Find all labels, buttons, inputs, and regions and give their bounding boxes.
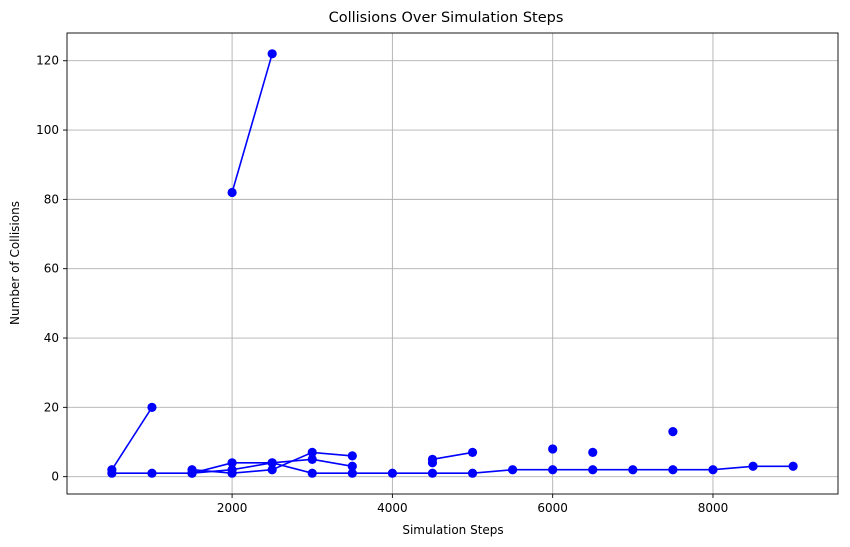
- x-tick-label: 2000: [217, 501, 248, 515]
- x-tick-label: 6000: [537, 501, 568, 515]
- data-point: [227, 187, 237, 198]
- data-point: [668, 427, 678, 437]
- grid: [67, 33, 838, 494]
- data-point: [748, 461, 758, 471]
- data-point: [307, 454, 317, 464]
- y-tick-label: 0: [51, 470, 59, 484]
- data-point: [508, 465, 518, 475]
- plot-frame: [66, 32, 839, 495]
- y-tick-label: 120: [36, 54, 59, 68]
- data-point: [267, 458, 277, 468]
- data-point: [107, 468, 117, 478]
- y-axis-label: Number of Collisions: [8, 201, 22, 325]
- data-point: [187, 468, 197, 478]
- y-tick-label: 80: [44, 192, 59, 206]
- data-point: [467, 468, 478, 478]
- data-series: [227, 49, 277, 198]
- data-point: [628, 465, 638, 475]
- data-point: [227, 465, 237, 475]
- series-line: [231, 53, 273, 193]
- y-tick-label: 40: [44, 331, 59, 345]
- data-point: [548, 465, 558, 475]
- data-point: [347, 451, 357, 461]
- series-line: [111, 461, 794, 475]
- series-group: [107, 49, 798, 478]
- y-ticks: 0 20 40 60 80 100 120: [36, 54, 67, 484]
- data-point: [267, 49, 277, 59]
- chart-title: Collisions Over Simulation Steps: [329, 10, 564, 26]
- data-series: [427, 427, 678, 468]
- x-tick-label: 4000: [377, 501, 408, 515]
- data-point: [708, 465, 718, 475]
- series-line: [432, 451, 473, 461]
- series-line: [111, 406, 153, 471]
- data-point: [347, 461, 357, 471]
- data-point: [347, 468, 357, 478]
- data-point: [387, 468, 397, 478]
- data-point: [427, 468, 438, 478]
- data-point: [147, 468, 157, 478]
- data-point: [147, 402, 157, 412]
- data-point: [267, 465, 277, 475]
- y-tick-label: 60: [44, 262, 59, 276]
- data-point: [307, 468, 317, 478]
- x-axis-label: Simulation Steps: [402, 523, 503, 537]
- data-point: [588, 465, 598, 475]
- data-point: [427, 458, 438, 468]
- data-point: [588, 447, 598, 458]
- data-point: [668, 465, 678, 475]
- x-ticks: 2000 4000 6000 8000: [217, 494, 728, 515]
- y-tick-label: 100: [36, 123, 59, 137]
- data-point: [548, 444, 558, 454]
- data-point: [467, 447, 478, 458]
- data-point: [307, 447, 317, 458]
- y-tick-label: 20: [44, 400, 59, 414]
- x-tick-label: 8000: [698, 501, 729, 515]
- data-point: [788, 461, 798, 471]
- data-series: [107, 458, 798, 478]
- data-point: [227, 458, 237, 468]
